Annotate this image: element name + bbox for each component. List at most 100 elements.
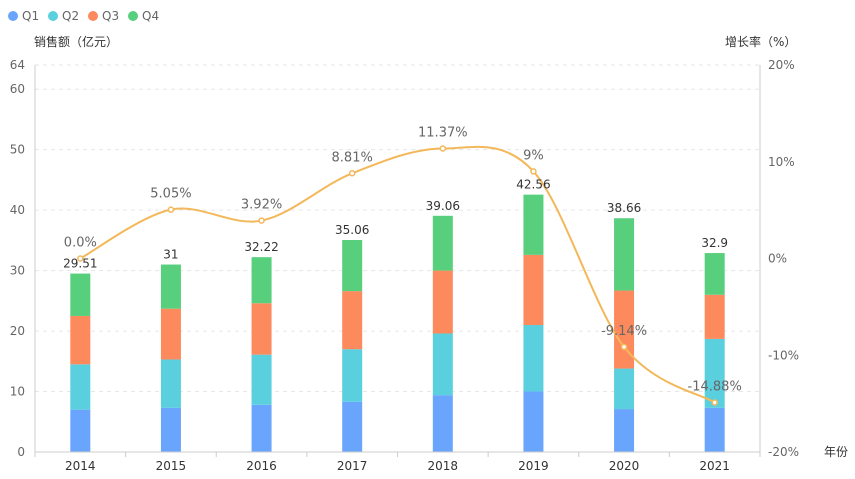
bar-q3-2019[interactable] — [523, 254, 544, 326]
legend-label: Q4 — [142, 9, 159, 23]
legend[interactable]: Q1 Q2 Q3 Q4 — [8, 9, 159, 23]
left-tick-label: 40 — [10, 203, 25, 217]
right-tick-label: -20% — [768, 445, 799, 459]
x-tick-label: 2016 — [246, 459, 277, 473]
left-tick-label: 30 — [10, 264, 25, 278]
total-label: 42.56 — [516, 178, 550, 192]
left-tick-label: 64 — [10, 58, 25, 72]
x-tick-label: 2017 — [337, 459, 368, 473]
bar-q2-2021[interactable] — [704, 338, 725, 408]
bar-q2-2020[interactable] — [614, 368, 635, 410]
bar-q1-2018[interactable] — [432, 395, 453, 452]
growth-line-path — [79, 145, 716, 404]
bar-q1-2017[interactable] — [342, 401, 363, 452]
right-tick-label: 0% — [768, 252, 787, 266]
x-tick-label: 2018 — [428, 459, 459, 473]
total-label: 32.22 — [244, 240, 278, 254]
growth-label: -9.14% — [601, 324, 647, 339]
total-label: 32.9 — [701, 236, 728, 250]
legend-marker — [88, 11, 98, 21]
bar-q4-2016[interactable] — [251, 257, 272, 304]
bar-q3-2017[interactable] — [342, 291, 363, 350]
left-tick-label: 50 — [10, 143, 25, 157]
legend-item-q2[interactable]: Q2 — [48, 9, 79, 23]
bar-q4-2014[interactable] — [70, 273, 91, 316]
total-label: 29.51 — [63, 257, 97, 271]
bar-q1-2015[interactable] — [160, 407, 181, 452]
growth-point-2015[interactable] — [167, 206, 175, 213]
axes: 0 10 20 30 40 50 60 64 -20% -10% 0% 10% 20% 销售额（亿元） 增长… — [10, 34, 848, 473]
growth-label: 11.37% — [418, 125, 468, 140]
growth-point-2016[interactable] — [258, 217, 265, 224]
growth-label: 3.92% — [241, 198, 282, 213]
right-tick-label: 10% — [768, 155, 795, 169]
bar-q2-2016[interactable] — [251, 354, 272, 405]
bar-q4-2015[interactable] — [160, 264, 181, 309]
bar-q3-2018[interactable] — [432, 270, 453, 334]
bar-q2-2017[interactable] — [342, 349, 363, 402]
right-axis-title: 增长率（%） — [725, 34, 796, 49]
bar-q2-2018[interactable] — [432, 333, 453, 396]
bar-q3-2020[interactable] — [614, 290, 635, 369]
left-tick-label: 60 — [10, 82, 25, 96]
left-tick-label: 20 — [10, 324, 25, 338]
left-axis-title: 销售额（亿元） — [34, 34, 118, 49]
data-labels: 29.51 31 32.22 35.06 39.06 42.56 38.66 32.9 0.0%… — [63, 125, 742, 394]
bar-q4-2020[interactable] — [614, 218, 635, 291]
growth-label: 0.0% — [64, 236, 97, 251]
bar-q2-2015[interactable] — [160, 359, 181, 408]
bar-q1-2021[interactable] — [704, 407, 725, 452]
bar-q3-2021[interactable] — [704, 294, 725, 339]
bar-q4-2017[interactable] — [342, 239, 363, 292]
total-label: 31 — [163, 248, 178, 262]
bar-q1-2014[interactable] — [70, 409, 91, 452]
bar-q3-2014[interactable] — [70, 315, 91, 365]
legend-item-q1[interactable]: Q1 — [8, 9, 39, 23]
bar-q2-2019[interactable] — [523, 325, 544, 392]
x-tick-label: 2021 — [699, 459, 730, 473]
bar-q3-2016[interactable] — [251, 303, 272, 355]
legend-marker — [128, 11, 138, 21]
x-tick-label: 2019 — [518, 459, 549, 473]
legend-label: Q2 — [62, 9, 79, 23]
bar-q4-2018[interactable] — [432, 215, 453, 271]
x-tick-label: 2014 — [65, 459, 96, 473]
growth-point-2019[interactable] — [530, 168, 537, 175]
bar-q2-2014[interactable] — [70, 364, 91, 410]
legend-item-q3[interactable]: Q3 — [88, 9, 119, 23]
bar-q4-2019[interactable] — [523, 194, 544, 255]
growth-point-2020[interactable] — [620, 343, 628, 351]
total-label: 39.06 — [426, 199, 460, 213]
legend-label: Q1 — [22, 9, 39, 23]
growth-label: -14.88% — [688, 379, 742, 394]
x-axis-title: 年份 — [824, 445, 848, 459]
total-label: 35.06 — [335, 223, 369, 237]
gridlines — [35, 64, 760, 393]
legend-marker — [48, 11, 58, 21]
left-tick-label: 0 — [17, 445, 25, 459]
growth-line — [77, 145, 718, 406]
bar-q1-2019[interactable] — [523, 391, 544, 452]
growth-point-2014[interactable] — [77, 255, 84, 262]
right-tick-label: -10% — [768, 348, 799, 362]
bar-q4-2021[interactable] — [704, 253, 725, 295]
right-tick-label: 20% — [768, 58, 795, 72]
growth-point-2021[interactable] — [711, 399, 718, 406]
total-label: 38.66 — [607, 201, 641, 215]
left-tick-label: 10 — [10, 385, 25, 399]
growth-label: 9% — [523, 148, 544, 163]
legend-item-q4[interactable]: Q4 — [128, 9, 159, 23]
legend-marker — [8, 11, 18, 21]
x-tick-label: 2015 — [156, 459, 187, 473]
x-tick-label: 2020 — [609, 459, 640, 473]
legend-label: Q3 — [102, 9, 119, 23]
bar-q3-2015[interactable] — [160, 308, 181, 360]
growth-point-2018[interactable] — [439, 145, 447, 152]
growth-label: 5.05% — [150, 187, 191, 202]
bar-q1-2016[interactable] — [251, 404, 272, 452]
growth-point-2017[interactable] — [348, 170, 356, 177]
stacked-bars — [70, 194, 725, 452]
bar-q1-2020[interactable] — [614, 409, 635, 452]
growth-label: 8.81% — [332, 150, 373, 165]
